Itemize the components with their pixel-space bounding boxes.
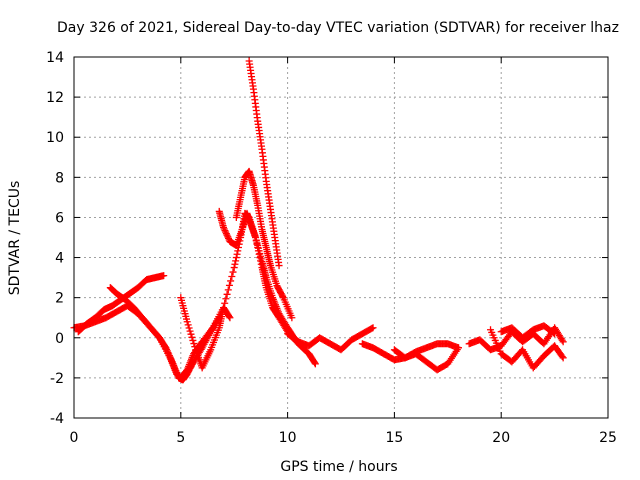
data-point (222, 228, 230, 236)
y-tick-label: 12 (46, 90, 64, 106)
data-point (162, 344, 170, 352)
data-point (228, 272, 236, 280)
data-point (186, 327, 194, 335)
data-point (226, 314, 234, 322)
data-point (163, 345, 171, 353)
series-track-l (487, 326, 567, 372)
data-point (223, 231, 231, 239)
x-tick-label: 5 (176, 430, 185, 446)
data-point (288, 314, 296, 322)
series-track-c (106, 284, 223, 384)
x-tick-label: 0 (70, 430, 79, 446)
data-point (165, 350, 173, 358)
data-point (224, 233, 232, 241)
y-tick-label: 0 (55, 331, 64, 347)
data-point (232, 257, 240, 265)
data-point (454, 344, 462, 352)
data-point (222, 230, 230, 238)
data-point (369, 324, 377, 332)
data-point (225, 313, 233, 321)
data-point (188, 333, 196, 341)
data-point (183, 318, 191, 326)
y-tick-label: 6 (55, 210, 64, 226)
data-point (558, 352, 566, 360)
data-point (225, 281, 233, 289)
data-point (221, 227, 229, 235)
data-point (184, 321, 192, 329)
data-point (189, 336, 197, 344)
x-tick-label: 10 (279, 430, 297, 446)
y-axis-label: SDTVAR / TECUs (7, 181, 23, 296)
data-point (223, 290, 231, 298)
data-point (164, 348, 172, 356)
series-track-h (284, 324, 377, 354)
data-point (166, 353, 174, 361)
data-point (167, 355, 175, 363)
chart-title: Day 326 of 2021, Sidereal Day-to-day VTE… (57, 20, 619, 36)
y-tick-label: 14 (46, 50, 64, 66)
data-point (160, 272, 168, 280)
data-point (191, 343, 199, 351)
data-points (70, 57, 567, 384)
data-point (559, 338, 567, 346)
series-track-g (245, 57, 283, 270)
x-tick-label: 15 (385, 430, 403, 446)
data-point (549, 329, 557, 337)
data-point (230, 264, 238, 272)
data-point (229, 268, 237, 276)
data-point (558, 336, 566, 344)
y-tick-label: 8 (55, 170, 64, 186)
plot-frame (73, 56, 609, 419)
data-point (220, 225, 228, 233)
data-point (224, 286, 232, 294)
data-point (185, 324, 193, 332)
data-point (551, 330, 559, 338)
data-point (231, 260, 239, 268)
data-point (163, 347, 171, 355)
data-point (165, 352, 173, 360)
y-tick-label: 10 (46, 130, 64, 146)
y-tick-label: 4 (55, 251, 64, 267)
data-point (187, 330, 195, 338)
data-point (311, 359, 319, 367)
x-axis-label: GPS time / hours (280, 459, 397, 475)
data-point (368, 324, 376, 332)
data-point (168, 356, 176, 364)
series-track-m (497, 322, 559, 342)
data-point (275, 262, 283, 270)
data-point (232, 254, 240, 262)
x-tick-label: 25 (599, 430, 617, 446)
data-point (227, 277, 235, 285)
y-tick-label: -2 (50, 371, 64, 387)
data-point (225, 234, 233, 242)
y-tick-label: 2 (55, 291, 64, 307)
series-track-f (232, 167, 296, 322)
series-track-d (177, 294, 234, 372)
y-tick-label: -4 (50, 411, 64, 427)
data-point (311, 360, 319, 368)
series-track-b (74, 272, 168, 336)
data-point (190, 340, 198, 348)
axis-ticks: 0 5 10 15 20 25 -4 -2 0 2 4 6 8 10 12 14 (46, 50, 617, 446)
series-track-i (358, 340, 462, 364)
data-point (279, 292, 287, 300)
x-tick-label: 20 (492, 430, 510, 446)
series-track-j (390, 344, 462, 374)
data-point (222, 295, 230, 303)
data-point (233, 250, 241, 258)
data-point (234, 247, 242, 255)
data-point (559, 354, 567, 362)
data-point (220, 223, 228, 231)
